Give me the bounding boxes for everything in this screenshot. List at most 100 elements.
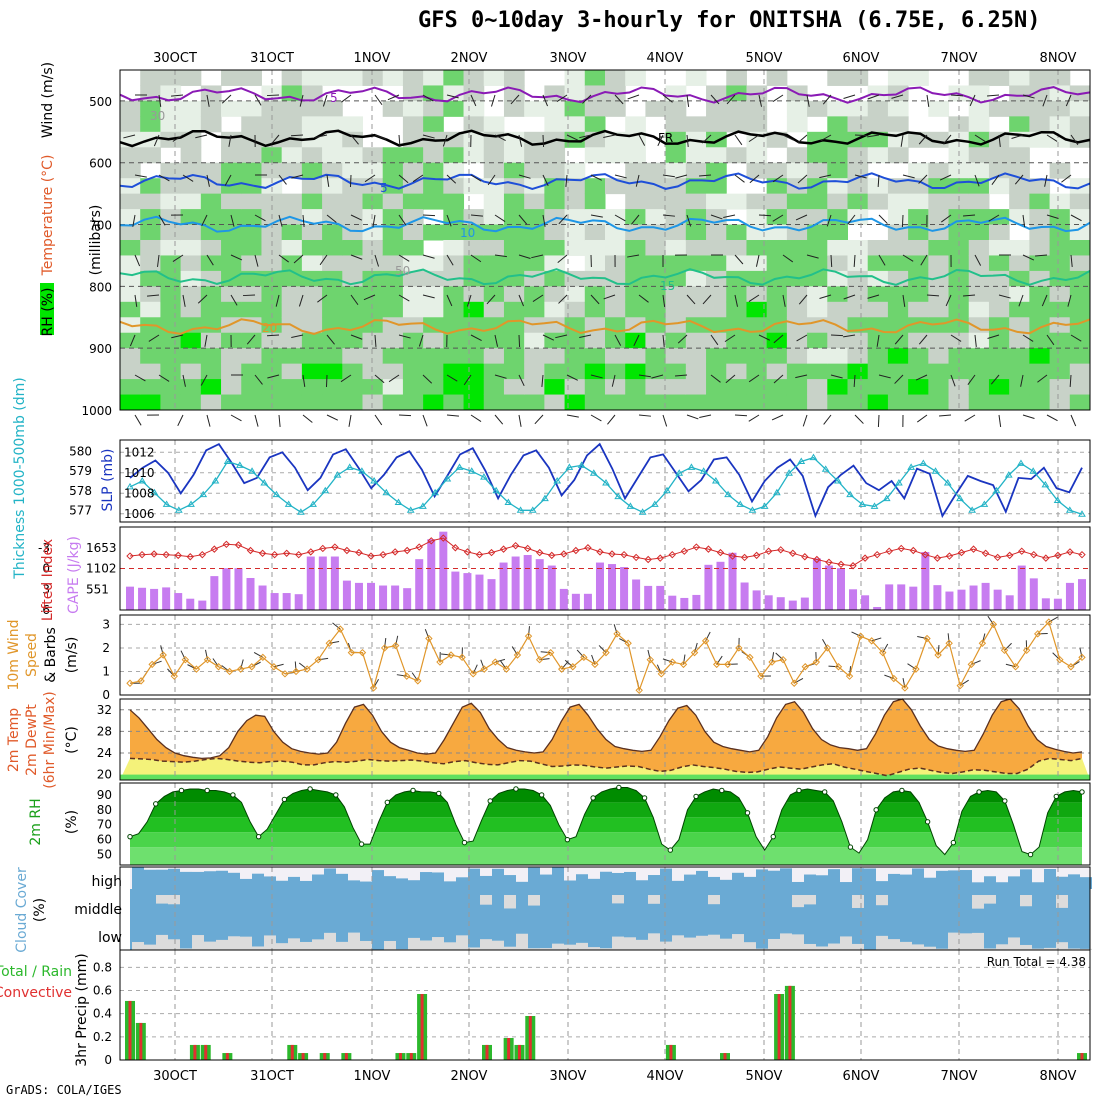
wind-speed-point	[225, 667, 234, 676]
rh-cell	[706, 301, 727, 318]
rh-cell	[241, 240, 262, 256]
rh-cell	[827, 224, 848, 241]
cloud-high-bar	[1044, 868, 1056, 889]
rh-cell	[463, 147, 485, 164]
li-point	[355, 548, 363, 557]
wind-barb-10m	[511, 646, 518, 656]
wind-speed-point	[901, 684, 909, 692]
li-point	[439, 534, 448, 542]
cloud-high-bar	[972, 882, 984, 889]
rh-cell	[443, 332, 465, 349]
wind-barb	[446, 94, 459, 99]
rh-cell	[685, 379, 707, 396]
rh-cell	[564, 332, 586, 349]
rh-cell	[584, 193, 606, 210]
cloud-high-bar	[408, 880, 420, 889]
wind-barb-10m	[1005, 663, 1016, 668]
cape-bar	[873, 606, 882, 610]
rh-cell	[827, 379, 848, 396]
rh-cell	[1069, 100, 1091, 117]
cape-bar	[415, 559, 424, 610]
rh-cell	[1029, 379, 1051, 396]
thickness-point	[1053, 496, 1062, 504]
rh-cell	[807, 379, 828, 396]
cloud-low-bar	[696, 935, 708, 950]
wind-barb	[991, 174, 1000, 185]
rh-cell	[887, 178, 909, 195]
rh-cell	[524, 394, 545, 411]
rh-cell	[301, 116, 323, 133]
wind-barb	[566, 414, 579, 418]
wind-speed-point	[458, 653, 466, 662]
wind-barb	[201, 214, 208, 227]
wind-speed-point	[912, 665, 920, 673]
thickness-point	[736, 500, 745, 507]
wind-barb	[195, 134, 208, 139]
wind-speed-point	[303, 665, 311, 673]
rh-cell	[402, 270, 424, 287]
li-point	[138, 550, 146, 559]
wind-barb	[987, 94, 1000, 97]
rh-cell	[301, 286, 323, 303]
thickness-tick: 579	[69, 464, 92, 478]
thickness-point	[309, 500, 317, 507]
rh-cell	[766, 131, 788, 148]
rh-cell	[948, 301, 970, 318]
rh-cell	[503, 301, 525, 318]
cloud-low-bar	[432, 937, 444, 950]
rh-cell	[928, 162, 950, 179]
rh-cell	[847, 379, 869, 396]
rh-cell	[887, 147, 909, 164]
rh-cell	[887, 317, 909, 334]
rh-cell	[200, 317, 222, 334]
li-point	[511, 541, 520, 550]
cloud-low-bar	[972, 932, 984, 950]
rh-cell	[685, 286, 707, 303]
rh-cell	[241, 70, 262, 86]
wind-barb	[266, 334, 280, 337]
wind-barb	[158, 174, 170, 182]
cloud-low-bar	[912, 944, 924, 950]
wind-barb	[1061, 174, 1072, 183]
rh-cell	[200, 116, 222, 133]
cape-ylabel: CAPE (J/kg)	[66, 536, 82, 614]
li-point	[909, 546, 917, 555]
rh-cell	[706, 270, 727, 287]
wind-barb	[291, 174, 304, 179]
wind-barb	[748, 414, 760, 422]
rh-cell	[827, 147, 848, 164]
rh-cell	[180, 116, 202, 133]
rh-cell	[887, 209, 909, 226]
wind-barb	[662, 334, 665, 347]
wind-speed-point	[679, 660, 688, 669]
wind-ylabel-d: (m/s)	[64, 637, 80, 674]
rh-cell	[1029, 70, 1051, 86]
wind-barb	[374, 134, 387, 140]
cape-bar	[535, 559, 544, 610]
rh-cell	[928, 348, 950, 365]
rh-cell	[726, 348, 747, 365]
cape-bar	[945, 591, 954, 610]
rh-cell	[1009, 162, 1030, 179]
rh-cell	[423, 255, 444, 272]
cloud-low-bar	[744, 942, 756, 950]
rh-cell	[827, 348, 848, 365]
rh-cell	[423, 193, 444, 210]
cape-bar	[1078, 579, 1086, 610]
cloud-low-bar	[420, 940, 432, 950]
wind-barb	[675, 174, 688, 179]
precip-convective-bar	[301, 1053, 305, 1060]
rh-cell	[564, 240, 586, 256]
rh-cell	[423, 224, 444, 241]
rh-cell	[968, 70, 990, 86]
cloud-high-bar	[600, 871, 612, 889]
rh-cell	[645, 394, 667, 411]
slp-tick: 1008	[124, 486, 155, 500]
thickness-point	[943, 478, 952, 486]
cloud-low-bar	[576, 942, 588, 950]
precip-convective-bar	[528, 1016, 532, 1060]
wind-barb-10m	[882, 643, 889, 653]
wind-barb	[326, 414, 339, 421]
cape-bar	[294, 594, 303, 610]
rh-cell	[1049, 224, 1071, 241]
